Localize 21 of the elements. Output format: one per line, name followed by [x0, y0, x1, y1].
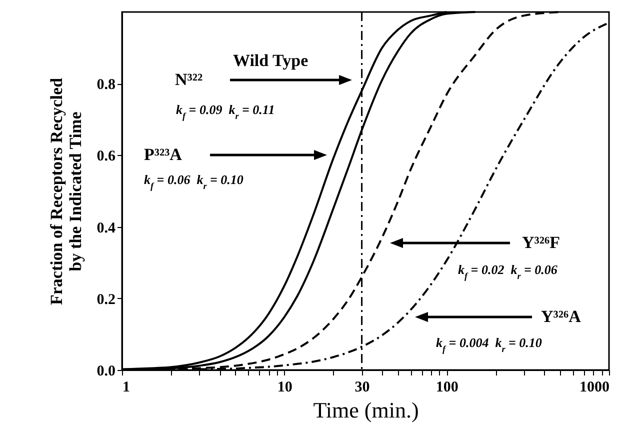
annotation: k$_{f}$ = 0.06 k$_{r}$ = 0.10 [144, 172, 244, 191]
x-tick-label: 100 [436, 380, 458, 396]
annotation: k$_{f}$ = 0.004 k$_{r}$ = 0.10 [436, 335, 542, 354]
y-tick-label: 0.4 [96, 220, 116, 236]
y-tick-label: 0.8 [96, 77, 116, 94]
annotation: N³²² [175, 70, 203, 89]
annotation: P³²³A [144, 145, 183, 164]
annotation: k$_{f}$ = 0.02 k$_{r}$ = 0.06 [458, 262, 558, 281]
x-tick-label: 1000 [580, 380, 610, 396]
y-axis-title: Fraction of Receptors Recycled by the Indicated Time [46, 77, 85, 306]
annotation: Wild Type [233, 51, 309, 70]
y-tick-label: 0.2 [96, 292, 116, 308]
annotation: Y³²⁶A [541, 307, 582, 326]
x-tick-label: 30 [354, 380, 370, 396]
x-axis-title: Time (min.) [313, 398, 419, 422]
annotation: Y³²⁶F [522, 233, 560, 252]
annotation: k$_{f}$ = 0.09 k$_{r}$ = 0.11 [176, 102, 275, 121]
y-tick-label: 0.0 [96, 364, 116, 380]
y-tick-label: 0.6 [96, 148, 116, 165]
x-tick-label: 10 [277, 380, 292, 396]
x-tick-label: 1 [122, 380, 130, 396]
